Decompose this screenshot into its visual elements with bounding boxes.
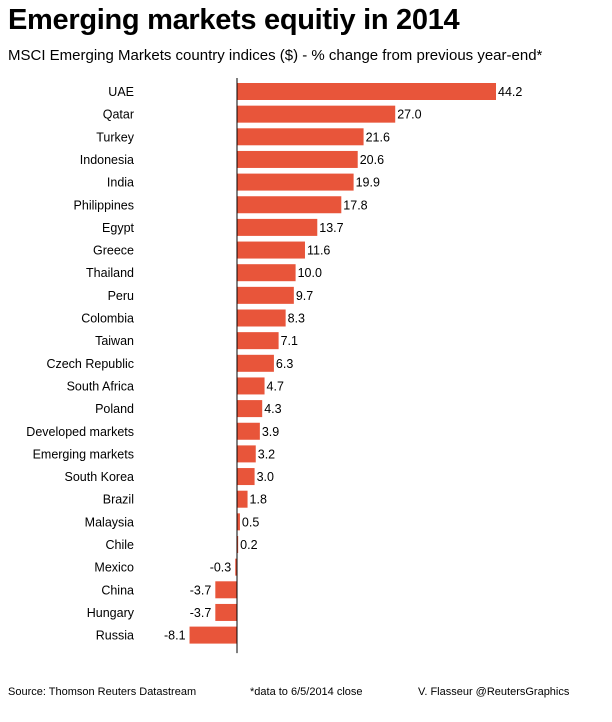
value-label: 19.9 [356,176,380,190]
category-label: Poland [95,402,134,416]
source-note: Source: Thomson Reuters Datastream [8,686,197,698]
value-label: 10.0 [298,266,322,280]
category-label: Turkey [96,130,134,144]
category-label: Taiwan [95,334,134,348]
bar [237,445,256,463]
bar [237,332,279,350]
bar [215,581,237,599]
value-label: -3.7 [190,583,212,597]
value-label: 8.3 [288,312,305,326]
category-label: Brazil [103,493,134,507]
value-label: -3.7 [190,606,212,620]
bar [237,241,305,259]
value-label: 3.2 [258,447,275,461]
bar [237,83,497,100]
value-label: 0.5 [242,515,259,529]
chart-title: Emerging markets equitiy in 2014 [8,4,460,36]
value-label: 13.7 [319,221,343,235]
category-label: Qatar [103,108,134,122]
value-label: 20.6 [360,153,384,167]
value-label: -8.1 [164,629,186,643]
category-label: Egypt [102,221,134,235]
credit-note: V. Flasseur @ReutersGraphics [418,686,570,698]
chart-subtitle: MSCI Emerging Markets country indices ($… [8,47,543,64]
bar [237,400,263,418]
bar [237,422,260,440]
category-label: Emerging markets [33,447,134,461]
bar [237,309,286,327]
value-label: 4.3 [264,402,281,416]
bar [237,490,248,508]
category-label: Malaysia [85,515,134,529]
category-label: Developed markets [26,425,134,439]
bar [237,105,396,123]
bar [237,218,318,236]
category-label: South Korea [65,470,135,484]
bar [237,377,265,395]
bar [237,513,240,531]
category-label: Indonesia [80,153,134,167]
value-label: 44.2 [498,85,522,99]
value-label: 11.6 [307,244,330,258]
bar [237,354,274,372]
bar [189,626,237,644]
value-label: 17.8 [343,198,367,212]
category-label: Peru [108,289,134,303]
value-label: 3.0 [257,470,274,484]
category-label: Philippines [74,198,134,212]
value-label: 3.9 [262,425,279,439]
bar [237,286,294,304]
category-label: UAE [108,85,134,99]
bar [237,264,296,282]
bar [215,603,237,621]
value-label: 9.7 [296,289,313,303]
data-date-note: *data to 6/5/2014 close [250,686,363,698]
value-label: 6.3 [276,357,293,371]
category-label: India [107,176,134,190]
category-label: Chile [106,538,135,552]
bar [237,173,354,191]
category-label: Mexico [94,561,134,575]
category-label: Greece [93,244,134,258]
category-label: South Africa [67,379,134,393]
value-label: 27.0 [397,108,421,122]
bar [237,150,358,168]
bar [235,558,237,576]
value-label: 0.2 [240,538,257,552]
bar [237,128,364,146]
category-label: Russia [96,629,134,643]
category-label: China [101,583,134,597]
category-label: Czech Republic [46,357,134,371]
category-label: Hungary [87,606,135,620]
value-label: 4.7 [267,379,284,393]
bar [237,196,342,214]
value-label: 21.6 [366,130,390,144]
category-label: Colombia [81,312,134,326]
bar [237,536,239,553]
value-label: -0.3 [210,561,232,575]
value-label: 7.1 [281,334,298,348]
bar [237,468,255,486]
category-label: Thailand [86,266,134,280]
value-label: 1.8 [250,493,267,507]
